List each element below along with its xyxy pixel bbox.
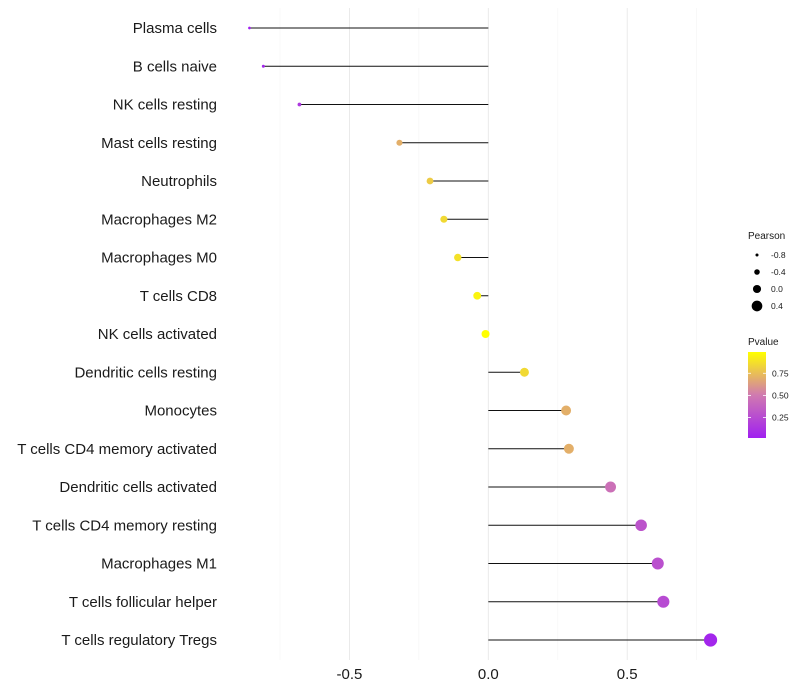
lollipop-point (473, 291, 482, 300)
size-legend-label: 0.0 (771, 284, 783, 294)
lollipop-point (481, 329, 490, 339)
lollipop-stems (249, 27, 711, 641)
lollipop-point (561, 405, 572, 416)
size-legend-label: -0.8 (771, 250, 786, 260)
size-legend-key (751, 300, 763, 312)
category-label: Dendritic cells activated (59, 479, 217, 496)
lollipop-point (657, 595, 670, 608)
color-legend-bar (748, 352, 766, 438)
size-legend-label: -0.4 (771, 267, 786, 277)
category-label: Plasma cells (133, 20, 217, 37)
x-tick-label: -0.5 (337, 666, 363, 683)
lollipop-points (248, 26, 718, 647)
size-legend-key (754, 269, 760, 275)
color-legend-label: 0.75 (772, 368, 789, 378)
lollipop-point (297, 102, 302, 107)
size-legend-label: 0.4 (771, 301, 783, 311)
category-label: T cells CD4 memory activated (17, 441, 217, 458)
x-tick-label: 0.5 (617, 666, 638, 683)
category-label: NK cells activated (98, 326, 217, 343)
lollipop-point (440, 215, 448, 223)
x-tick-label: 0.0 (478, 666, 499, 683)
category-label: T cells CD8 (140, 288, 217, 305)
lollipop-point (635, 519, 647, 532)
lollipop-point (396, 139, 403, 146)
category-label: Macrophages M1 (101, 556, 217, 573)
size-legend-title: Pearson (748, 231, 785, 242)
category-label: Macrophages M0 (101, 250, 217, 267)
category-label: Mast cells resting (101, 135, 217, 152)
category-label: T cells CD4 memory resting (32, 517, 217, 534)
color-legend-label: 0.50 (772, 390, 789, 400)
category-label: Macrophages M2 (101, 211, 217, 228)
lollipop-point (651, 557, 664, 570)
lollipop-point (426, 177, 434, 185)
color-legend: Pvalue 0.75 0.50 0.25 (748, 337, 789, 438)
color-legend-title: Pvalue (748, 337, 779, 348)
size-legend-key (755, 253, 759, 257)
category-label: NK cells resting (113, 97, 217, 114)
lollipop-point (703, 633, 718, 647)
category-labels: Plasma cells B cells naive NK cells restin… (17, 20, 217, 649)
size-legend: Pearson -0.8 -0.4 0.0 0.4 (748, 231, 786, 312)
lollipop-point (563, 443, 574, 454)
color-legend-label: 0.25 (772, 413, 789, 423)
lollipop-point (261, 64, 265, 68)
category-label: Monocytes (144, 403, 217, 420)
category-label: Dendritic cells resting (74, 364, 217, 381)
size-legend-key (752, 284, 762, 294)
lollipop-point (605, 481, 617, 493)
category-label: Neutrophils (141, 173, 217, 190)
lollipop-point (519, 367, 529, 377)
x-axis-tick-labels: -0.5 0.0 0.5 (337, 666, 638, 683)
category-label: T cells follicular helper (69, 594, 217, 611)
lollipop-point (454, 253, 462, 262)
category-label: B cells naive (133, 58, 217, 75)
lollipop-point (248, 26, 251, 30)
category-label: T cells regulatory Tregs (61, 632, 217, 649)
